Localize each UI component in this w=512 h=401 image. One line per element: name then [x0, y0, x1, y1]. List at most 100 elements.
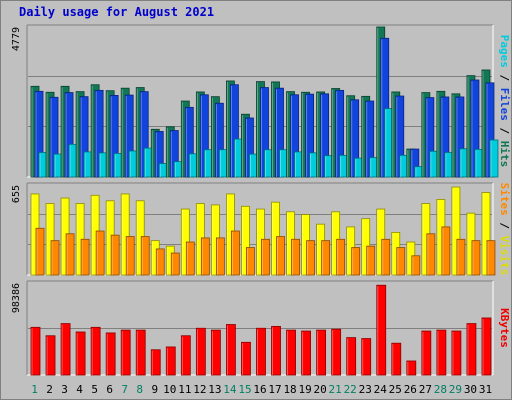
bar-sites	[441, 226, 451, 276]
bar-kbytes	[75, 331, 86, 376]
x-tick-label: 30	[464, 383, 477, 396]
x-tick-label: 5	[91, 383, 98, 396]
x-tick-label: 21	[329, 383, 342, 396]
bar-kbytes	[391, 342, 402, 376]
x-tick-label: 31	[479, 383, 492, 396]
legend-label-3: KBytes	[498, 308, 511, 348]
x-tick-label: 2	[46, 383, 53, 396]
x-tick-label: 10	[163, 383, 176, 396]
bar-kbytes	[210, 329, 221, 376]
bar-kbytes	[45, 335, 56, 376]
bar-kbytes	[135, 329, 146, 376]
bar-kbytes	[301, 330, 311, 376]
bar-sites	[411, 255, 421, 276]
bar-visits	[120, 193, 130, 276]
x-tick-label: 24	[374, 383, 388, 396]
bar-sites	[215, 237, 225, 276]
legend-label-2: Sites / Visits	[498, 183, 511, 276]
bar-kbytes	[316, 329, 327, 376]
bar-sites	[246, 247, 255, 276]
chart-title: Daily usage for August 2021	[19, 5, 215, 19]
bar-sites	[110, 234, 120, 276]
bar-kbytes	[436, 329, 447, 376]
bar-kbytes	[271, 325, 281, 376]
bar-kbytes	[331, 328, 342, 376]
bar-sites	[80, 238, 90, 276]
x-tick-label: 25	[389, 383, 402, 396]
bar-kbytes	[376, 284, 387, 376]
bar-sites	[366, 245, 376, 276]
bar-sites	[231, 230, 240, 276]
bar-sites	[336, 238, 346, 276]
x-tick-label: 20	[314, 383, 327, 396]
x-tick-label: 4	[76, 383, 83, 396]
x-tick-label: 6	[106, 383, 113, 396]
bar-visits	[241, 205, 250, 276]
x-tick-label: 3	[61, 383, 68, 396]
bar-sites	[261, 238, 270, 276]
bar-sites	[396, 247, 406, 276]
x-tick-label: 11	[178, 383, 191, 396]
bar-visits	[45, 203, 55, 276]
bar-kbytes	[346, 337, 357, 376]
bar-kbytes	[150, 349, 161, 376]
bar-sites	[291, 238, 300, 276]
x-tick-label: 19	[298, 383, 311, 396]
bar-kbytes	[105, 332, 116, 376]
bar-kbytes	[286, 329, 296, 376]
bar-kbytes	[90, 326, 101, 376]
x-tick-label: 7	[121, 383, 128, 396]
bar-kbytes	[481, 317, 492, 376]
x-tick-label: 12	[193, 383, 206, 396]
bar-kbytes	[361, 338, 372, 376]
y-max-label: 4779	[11, 27, 22, 51]
bar-sites	[276, 236, 285, 276]
x-tick-label: 13	[208, 383, 221, 396]
x-tick-label: 14	[223, 383, 237, 396]
bar-sites	[456, 238, 466, 276]
bar-kbytes	[451, 330, 462, 376]
bar-sites	[185, 241, 195, 276]
bar-kbytes	[241, 341, 251, 376]
bar-sites	[35, 227, 45, 276]
legend-label-1: Pages / Files / Hits	[498, 35, 511, 168]
bar-sites	[170, 252, 180, 276]
x-tick-label: 1	[31, 383, 38, 396]
legend-entry: KBytes	[498, 308, 511, 348]
x-tick-label: 9	[151, 383, 158, 396]
bar-sites	[306, 240, 315, 276]
bar-kbytes	[60, 323, 71, 376]
bar-sites	[486, 240, 496, 276]
bar-kbytes	[466, 323, 477, 376]
legend-entry: Files	[498, 88, 511, 121]
x-tick-label: 16	[253, 383, 266, 396]
bar-sites	[381, 238, 391, 276]
legend-entry: Hits	[498, 141, 511, 168]
bar-kbytes	[406, 360, 417, 376]
bar-sites	[155, 248, 165, 276]
bar-kbytes	[120, 329, 131, 376]
bar-sites	[125, 236, 135, 276]
x-tick-label: 18	[283, 383, 296, 396]
x-tick-label: 23	[359, 383, 372, 396]
x-tick-label: 28	[434, 383, 447, 396]
bar-sites	[426, 233, 436, 276]
bar-sites	[200, 237, 210, 276]
x-tick-label: 15	[238, 383, 251, 396]
bar-sites	[65, 233, 75, 276]
legend-entry: /	[498, 121, 511, 141]
bar-kbytes	[421, 330, 432, 376]
legend-entry: Visits	[498, 236, 511, 276]
legend-entry: /	[498, 68, 511, 88]
legend-entry: /	[498, 216, 511, 236]
bar-pages	[489, 139, 499, 178]
x-tick-label: 27	[419, 383, 432, 396]
bar-kbytes	[180, 335, 191, 376]
legend-entry: Pages	[498, 35, 511, 68]
x-tick-label: 22	[344, 383, 357, 396]
bar-sites	[95, 230, 105, 276]
bar-visits	[451, 186, 461, 276]
bar-sites	[321, 240, 331, 276]
